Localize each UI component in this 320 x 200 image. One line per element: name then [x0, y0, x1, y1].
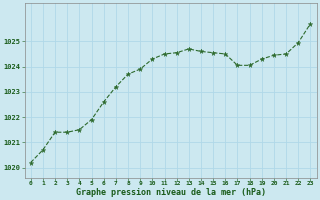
X-axis label: Graphe pression niveau de la mer (hPa): Graphe pression niveau de la mer (hPa)	[76, 188, 266, 197]
